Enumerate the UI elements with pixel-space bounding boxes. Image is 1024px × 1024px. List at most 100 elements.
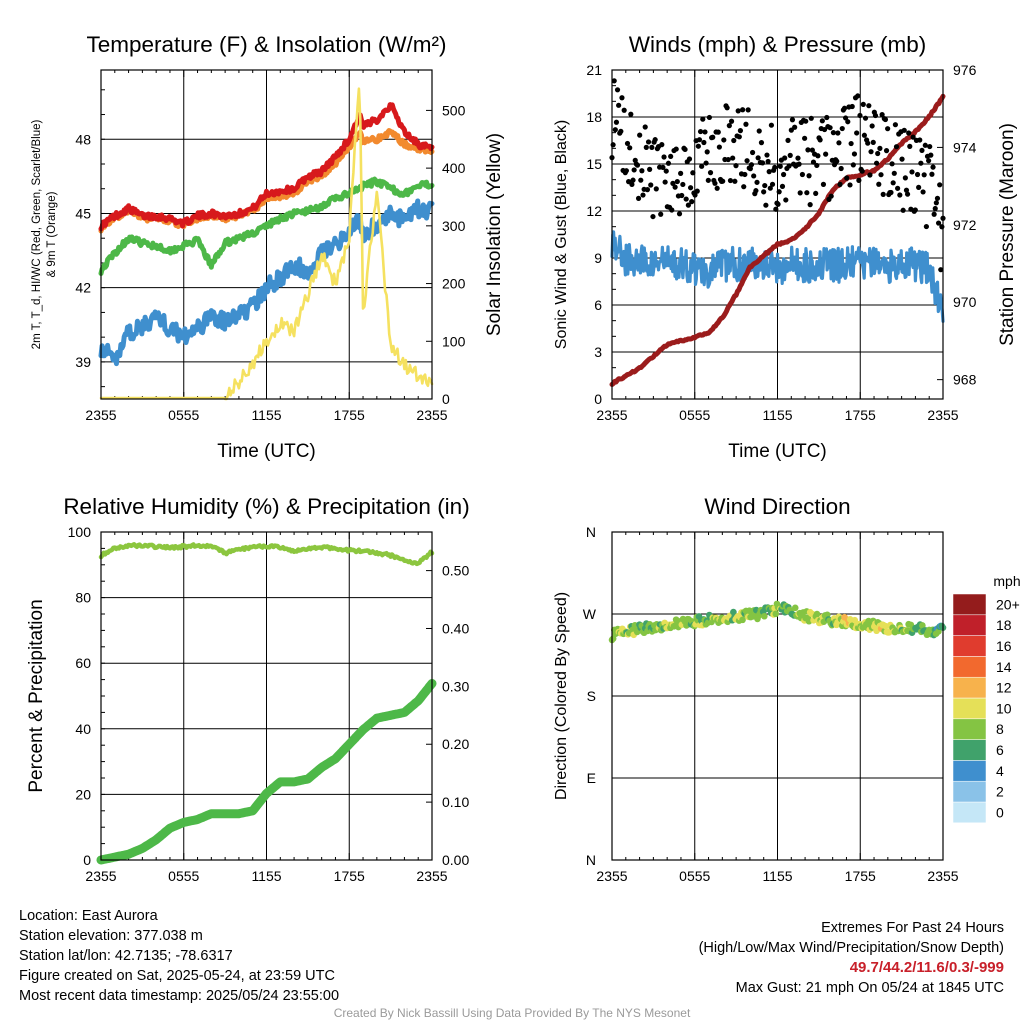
chart2-gust-point <box>868 149 874 155</box>
chart2-gust-point <box>670 180 676 186</box>
chart1-y-axis-label-left-2: & 9m T (Orange) <box>46 191 58 277</box>
chart4-direction-point <box>772 610 780 618</box>
chart1-xtick-label: 1155 <box>251 407 281 423</box>
chart2-gust-point <box>766 169 772 175</box>
chart2-gust-point <box>721 137 727 143</box>
chart2-gust-point <box>855 93 861 99</box>
chart2-xtick-label: 1155 <box>762 407 792 423</box>
chart2-gust-point <box>923 223 929 230</box>
chart2-gust-point <box>727 177 734 184</box>
chart2-gust-point <box>879 112 885 118</box>
chart2-gust-point <box>728 118 735 124</box>
chart4-legend-label: 18 <box>996 617 1012 633</box>
chart2-ytick-label-left: 12 <box>586 203 602 219</box>
chart2-gust-point <box>877 145 883 151</box>
chart2-xtick-label: 0555 <box>679 407 710 423</box>
chart2-gust-point <box>808 115 814 121</box>
chart4-direction-point <box>761 612 768 620</box>
chart2-gust-point <box>880 191 886 197</box>
chart2-gust-point <box>785 137 791 143</box>
chart2-gust-point <box>910 134 916 140</box>
chart2-gust-point <box>802 135 808 141</box>
chart1-title: Temperature (F) & Insolation (W/m²) <box>86 32 446 57</box>
chart2-gust-point <box>885 126 891 132</box>
chart2-gust-point <box>614 87 621 93</box>
chart2-gust-point <box>743 121 749 127</box>
chart2-gust-point <box>611 78 617 84</box>
max-gust: Max Gust: 21 mph On 05/24 at 1845 UTC <box>735 980 1004 996</box>
chart2-gust-point <box>672 184 678 190</box>
chart2-gust-point <box>767 185 773 191</box>
chart2-gust-point <box>616 102 622 108</box>
chart2-gust-point <box>744 158 750 164</box>
station-elevation: Station elevation: 377.038 m <box>19 928 203 944</box>
chart2-gust-point <box>674 178 680 185</box>
chart2-gust-point <box>629 181 635 188</box>
chart4-direction-point <box>919 622 926 629</box>
chart2-gust-point <box>777 163 783 169</box>
chart2-ytick-label-left: 0 <box>594 391 602 407</box>
chart2-gust-point <box>870 139 876 145</box>
chart2-gust-point <box>876 181 882 187</box>
chart2-gust-point <box>643 144 649 150</box>
chart3-xtick-label: 2355 <box>85 868 116 884</box>
chart2-ytick-label-left: 18 <box>586 109 602 125</box>
chart2-gust-point <box>697 128 704 135</box>
chart1-xtick-label: 0555 <box>168 407 199 423</box>
chart2-gust-point <box>861 132 868 138</box>
chart2-gust-point <box>935 220 942 226</box>
chart2-gust-point <box>772 164 778 171</box>
chart2-xtick-label: 2355 <box>596 407 627 423</box>
chart2-gust-point <box>735 108 741 114</box>
chart2-gust-point <box>751 173 757 179</box>
chart3-ytick-label-right: 0.20 <box>442 736 469 752</box>
chart2-series-maroon-line <box>609 93 946 387</box>
chart2-gust-point <box>845 119 851 125</box>
chart3-xtick-label: 1755 <box>334 868 365 884</box>
chart2-ytick-label-left: 21 <box>586 62 602 78</box>
chart2-gust-point <box>768 122 775 128</box>
chart2-gust-point <box>645 139 652 145</box>
chart4-legend-swatch <box>952 697 987 720</box>
chart2-ytick-label-left: 15 <box>586 156 602 172</box>
chart2-gust-point <box>819 118 825 124</box>
chart2-gust-point <box>875 150 881 157</box>
chart2-gust-point <box>797 190 803 196</box>
chart2-gust-point <box>873 160 880 166</box>
chart2-gust-point <box>906 130 912 136</box>
chart2-gust-point <box>659 142 665 148</box>
chart2-gust-point <box>849 103 855 110</box>
chart2-gust-point <box>907 143 913 149</box>
chart2-gust-point <box>914 171 921 178</box>
chart1-ytick-label-right: 500 <box>442 102 466 118</box>
chart3-ytick-label-left: 40 <box>75 721 91 737</box>
chart2-gust-point <box>912 207 918 213</box>
chart2-x-axis-label: Time (UTC) <box>728 441 827 462</box>
chart2-gust-point <box>933 200 939 206</box>
extremes-subtitle: (High/Low/Max Wind/Precipitation/Snow De… <box>698 940 1004 956</box>
chart2-y-axis-label-left: Sonic Wind & Gust (Blue, Black) <box>553 120 570 349</box>
chart2-gust-point <box>854 130 860 136</box>
chart4-legend-swatch <box>952 760 987 782</box>
chart3-ytick-label-right: 0.50 <box>442 563 469 579</box>
chart2-gust-point <box>640 192 646 198</box>
chart4-xtick-label: 0555 <box>679 868 710 884</box>
chart2-gust-point <box>740 107 746 113</box>
chart2-gust-point <box>700 116 706 122</box>
chart2-gust-point <box>703 160 709 166</box>
chart2-gust-point <box>882 116 889 123</box>
chart4-ytick-label: S <box>587 688 596 704</box>
credit-line: Created By Nick Bassill Using Data Provi… <box>333 1006 691 1020</box>
station-info: Location: East Aurora Station elevation:… <box>19 906 339 1006</box>
chart2-gust-point <box>630 177 636 183</box>
chart4-xtick-label: 2355 <box>927 868 958 884</box>
chart2-gust-point <box>916 184 922 190</box>
chart2-gust-point <box>624 140 631 147</box>
chart2-gust-point <box>792 124 798 130</box>
chart2-gust-point <box>899 156 905 162</box>
chart2-gust-point <box>731 137 737 144</box>
chart2-gust-point <box>716 144 722 150</box>
chart2-gust-point <box>842 115 849 121</box>
chart2-gust-point <box>893 144 900 150</box>
chart1-frame <box>100 69 433 400</box>
